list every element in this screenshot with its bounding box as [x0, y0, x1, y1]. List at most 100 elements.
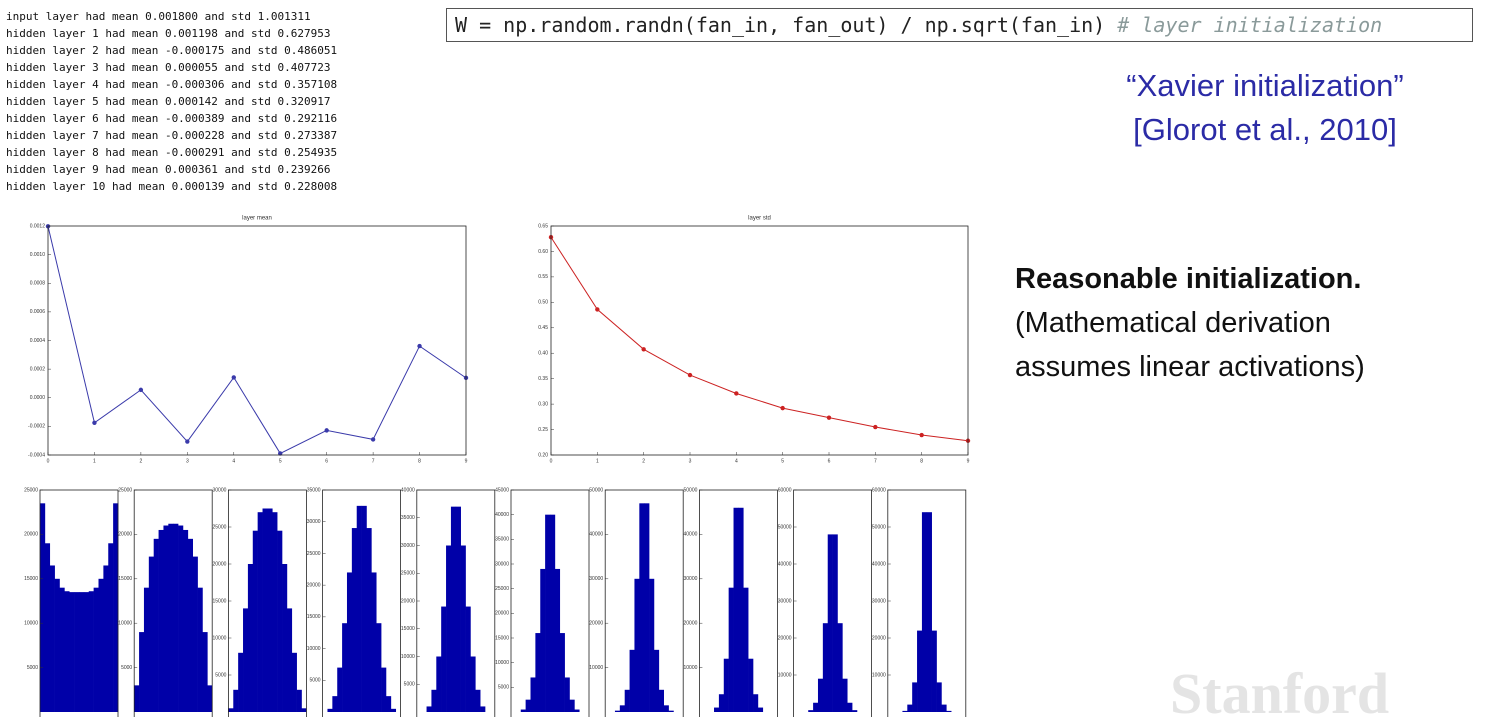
- x-tick-label: 9: [967, 458, 970, 464]
- histogram-bar: [173, 523, 179, 712]
- plot-frame: [699, 489, 778, 717]
- histogram-bar: [98, 578, 104, 712]
- histogram-bar: [40, 503, 46, 712]
- histogram-bar: [342, 623, 348, 712]
- histogram-bar: [436, 656, 442, 712]
- plot-frame: [39, 489, 119, 717]
- plot-frame: [47, 225, 467, 456]
- histogram-bar: [748, 658, 754, 712]
- histogram-bar: [93, 587, 99, 712]
- y-tick-label: 0.60: [538, 249, 548, 255]
- y-tick-label: 5000: [121, 665, 132, 671]
- y-tick-label: 0.0008: [30, 281, 46, 287]
- histogram-bar: [431, 689, 437, 712]
- histogram-bar: [134, 685, 140, 712]
- note-heading: Reasonable initialization.: [1015, 263, 1362, 295]
- y-tick-label: 15000: [118, 576, 132, 582]
- histogram-bar: [346, 572, 353, 712]
- histogram-bar: [327, 708, 333, 712]
- citation-name: “Xavier initialization”: [1126, 68, 1404, 103]
- histogram-bar: [79, 592, 85, 712]
- histogram-bar: [69, 592, 75, 712]
- y-tick-label: 0.45: [538, 325, 548, 331]
- x-tick-label: 3: [689, 458, 692, 464]
- y-tick-label: 40000: [495, 512, 509, 518]
- data-line: [47, 226, 467, 455]
- plot-frame: [227, 489, 307, 717]
- chart-title: layer std: [748, 216, 771, 222]
- histogram-bar: [158, 529, 164, 712]
- histogram-bar: [49, 565, 55, 712]
- histogram-bar: [207, 685, 213, 712]
- histogram-bar: [564, 677, 570, 712]
- x-tick-label: 7: [372, 458, 375, 464]
- histogram-bar: [907, 704, 913, 712]
- x-tick-label: 1: [93, 458, 96, 464]
- histogram-bar: [113, 503, 119, 712]
- data-line: [550, 236, 969, 442]
- y-tick-label: 60000: [872, 487, 886, 493]
- log-line: hidden layer 7 had mean -0.000228 and st…: [6, 129, 338, 142]
- data-point: [370, 437, 376, 442]
- y-tick-label: 0.0002: [30, 366, 46, 372]
- y-tick-label: 0.30: [538, 401, 548, 407]
- histogram-bar: [257, 512, 263, 712]
- data-point: [919, 432, 924, 438]
- log-line: hidden layer 2 had mean -0.000175 and st…: [6, 44, 338, 57]
- y-tick-label: 45000: [495, 487, 509, 493]
- histogram-bar: [54, 578, 60, 712]
- log-line: hidden layer 4 had mean -0.000306 and st…: [6, 78, 338, 91]
- plot-frame: [322, 489, 402, 717]
- y-tick-label: 40000: [589, 532, 603, 538]
- histogram-bar: [733, 507, 739, 712]
- y-tick-label: 5000: [498, 685, 509, 691]
- y-tick-label: 25000: [24, 487, 38, 493]
- histogram-bar: [822, 623, 829, 712]
- y-tick-label: 10000: [589, 665, 603, 671]
- histogram-bar: [530, 677, 536, 712]
- y-tick-label: 25000: [118, 487, 132, 493]
- histogram-bar: [663, 705, 669, 712]
- histogram-bar: [148, 556, 154, 712]
- code-statement: W = np.random.randn(fan_in, fan_out) / n…: [455, 13, 1106, 37]
- histogram-bar: [450, 506, 457, 712]
- y-tick-label: 0.0000: [30, 395, 46, 401]
- y-tick-label: -0.0002: [28, 424, 45, 430]
- y-tick-label: 10000: [212, 635, 226, 641]
- y-tick-label: 15000: [495, 635, 509, 641]
- histogram-bar: [74, 592, 80, 712]
- y-tick-label: 40000: [778, 561, 792, 567]
- histogram-bar: [103, 565, 109, 712]
- y-tick-label: 30000: [212, 487, 226, 493]
- histogram-bar: [455, 506, 461, 712]
- y-tick-label: 15000: [307, 614, 321, 620]
- histogram-bar: [426, 706, 432, 712]
- histogram-bar: [197, 587, 203, 712]
- y-tick-label: 30000: [307, 519, 321, 525]
- histogram-bar: [44, 543, 51, 712]
- log-line: input layer had mean 0.001800 and std 1.…: [6, 10, 311, 23]
- y-tick-label: 5000: [215, 672, 226, 678]
- histogram-bar: [475, 689, 481, 712]
- y-tick-label: 20000: [589, 621, 603, 627]
- x-tick-label: 5: [279, 458, 282, 464]
- y-tick-label: 10000: [778, 672, 792, 678]
- data-point: [687, 372, 693, 378]
- x-tick-label: 9: [465, 458, 468, 464]
- y-tick-label: 60000: [778, 487, 792, 493]
- y-tick-label: 5000: [309, 678, 320, 684]
- histogram-bar: [574, 709, 580, 712]
- histogram-bar: [936, 682, 942, 712]
- histogram-bar: [272, 512, 278, 712]
- plot-frame: [133, 489, 213, 717]
- x-tick-label: 4: [735, 458, 738, 464]
- x-tick-label: 6: [325, 458, 328, 464]
- y-tick-label: 50000: [589, 487, 603, 493]
- log-line: hidden layer 10 had mean 0.000139 and st…: [6, 180, 338, 193]
- histogram-bar: [64, 591, 70, 712]
- y-tick-label: 0.55: [538, 274, 548, 280]
- histogram-bar: [520, 709, 526, 712]
- histogram-bar: [852, 710, 858, 712]
- histogram-bar: [441, 606, 447, 712]
